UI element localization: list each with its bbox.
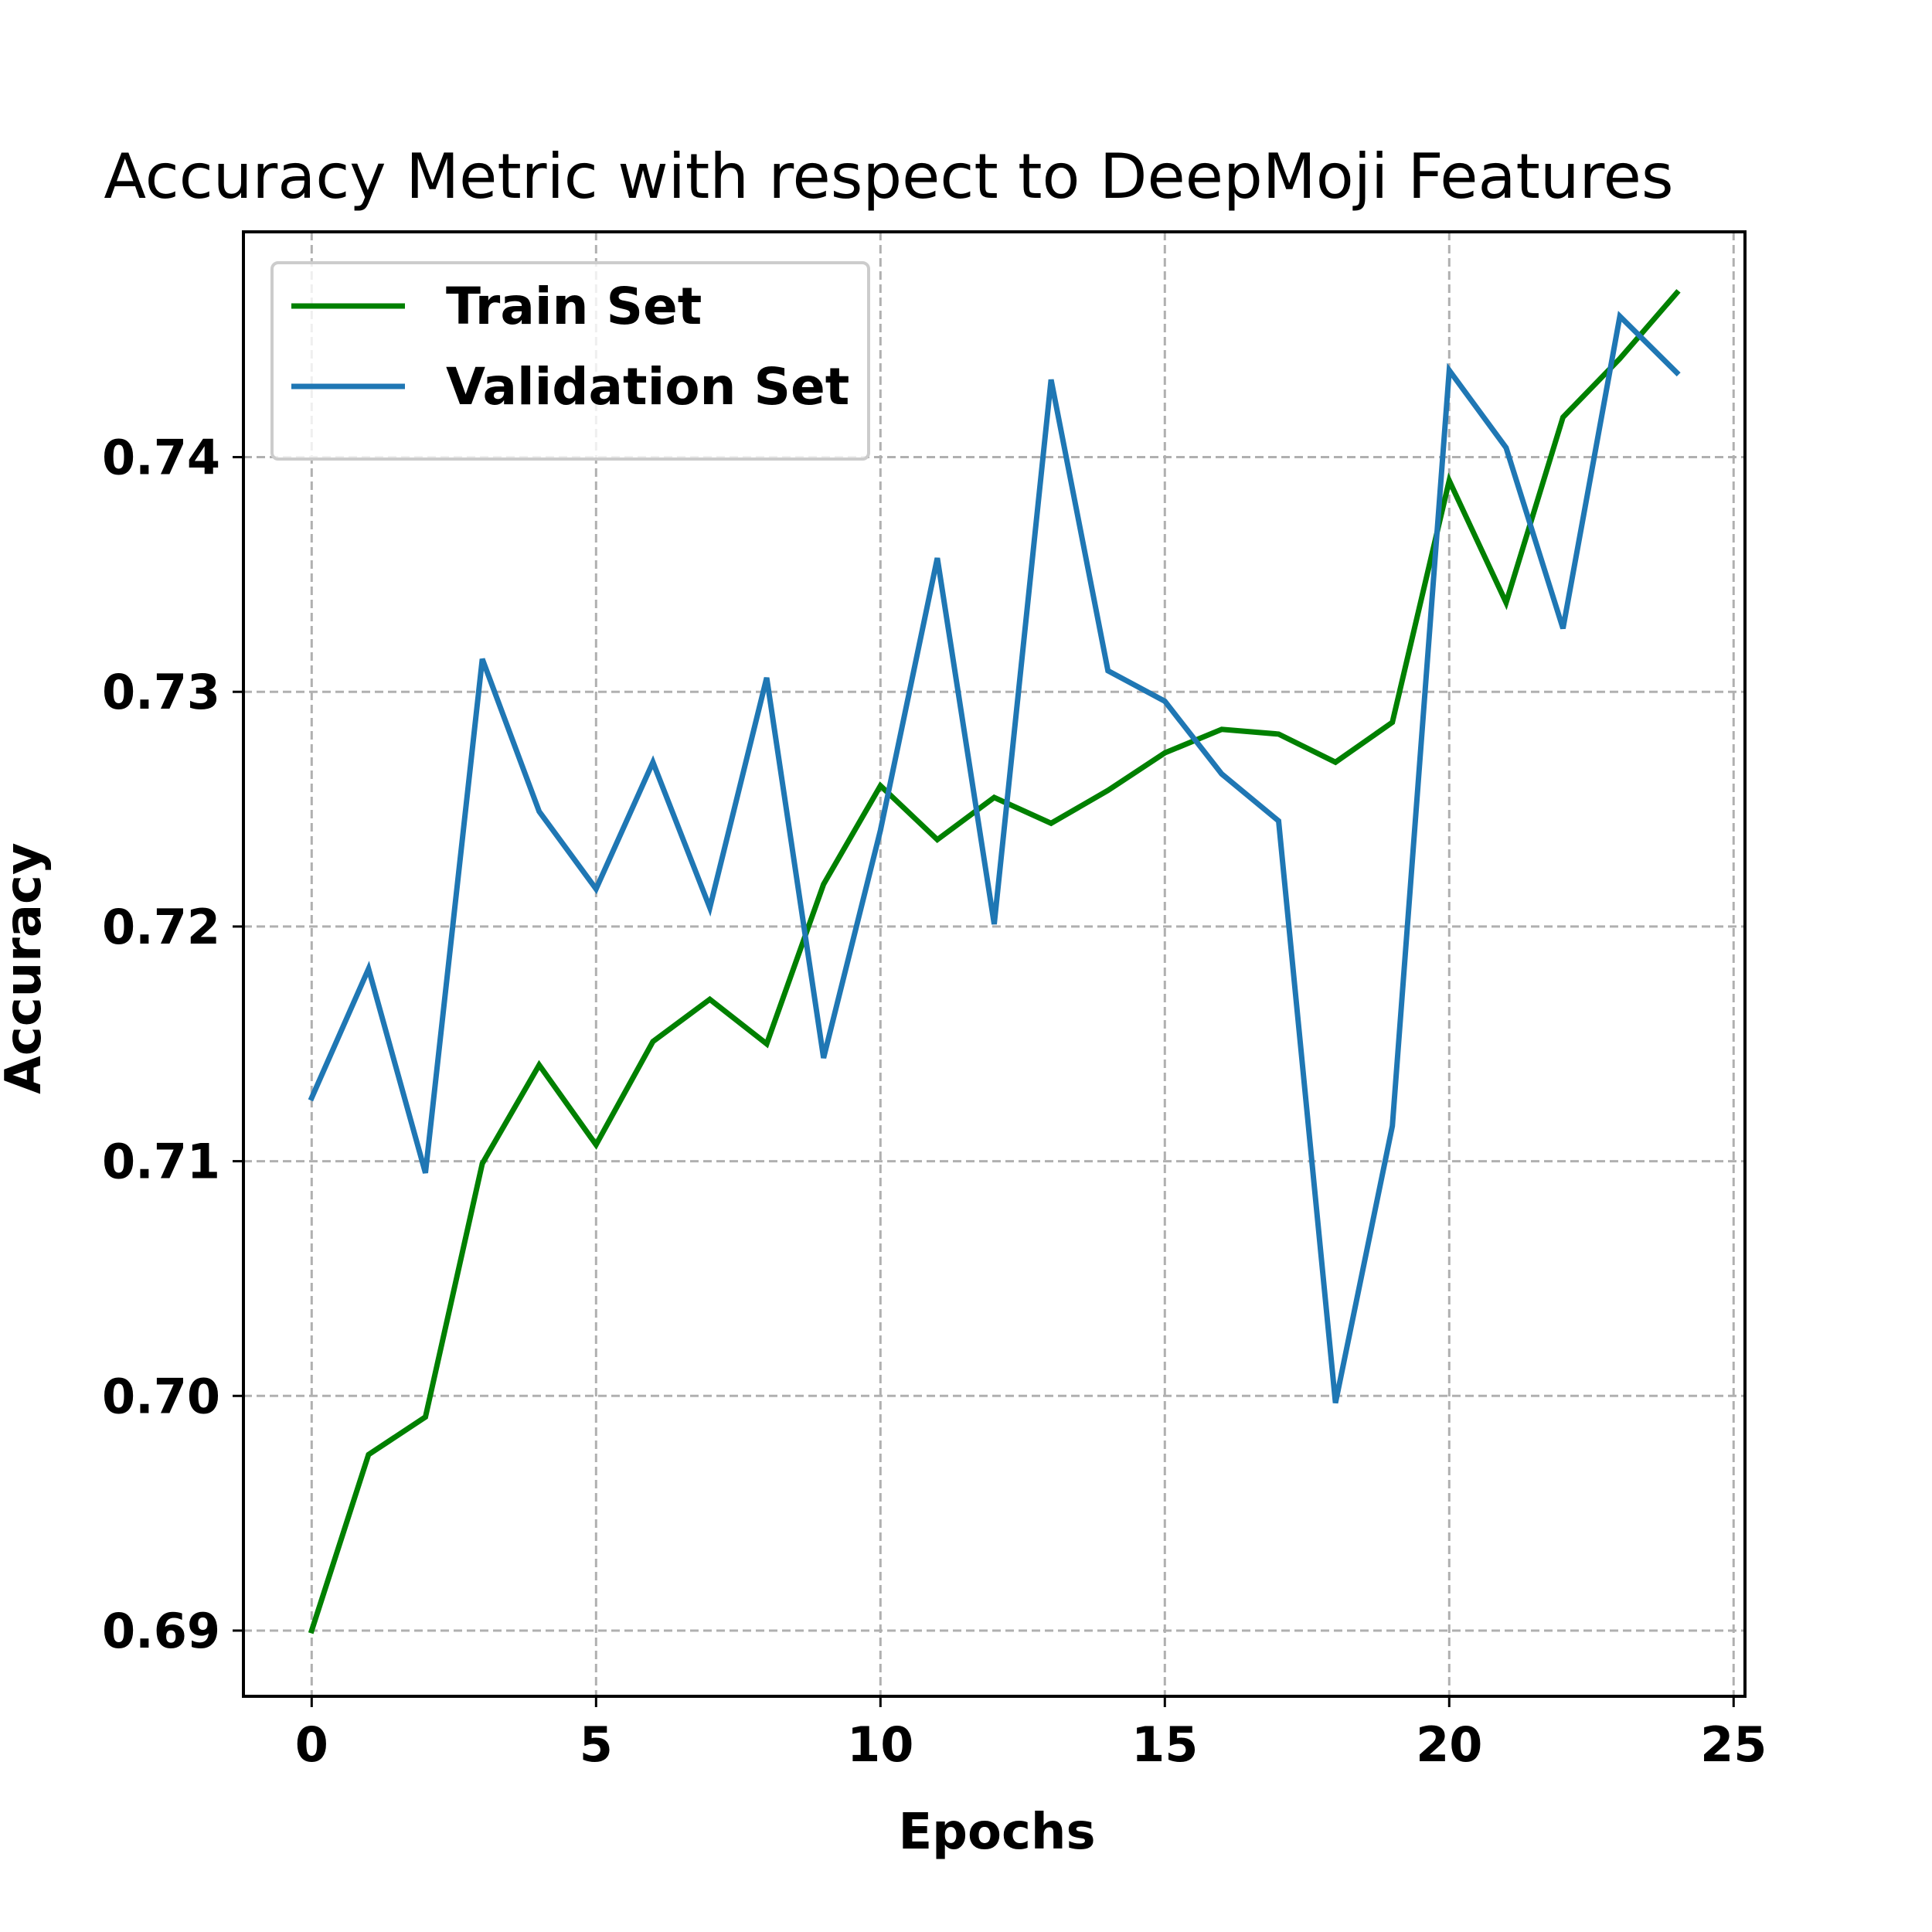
x-tick-label: 10: [847, 1716, 913, 1773]
x-tick-label: 20: [1416, 1716, 1482, 1773]
legend-box: [270, 261, 870, 461]
series-line-train-set: [308, 289, 1681, 1634]
x-axis-label: Epochs: [898, 1804, 1095, 1861]
legend: Train Set Validation Set: [270, 261, 870, 461]
x-tick-label: 25: [1700, 1716, 1767, 1773]
series-layer: [308, 289, 1681, 1634]
y-tick-label: 0.74: [102, 430, 220, 486]
x-tick-label: 0: [295, 1716, 328, 1773]
x-tick-label: 15: [1131, 1716, 1198, 1773]
legend-label-train-set: Train Set: [446, 277, 702, 336]
x-tick-label: 5: [580, 1716, 613, 1773]
chart-title: Accuracy Metric with respect to DeepMoji…: [104, 141, 1673, 213]
series-line-validation-set: [308, 311, 1681, 1404]
y-tick-label: 0.70: [102, 1368, 220, 1424]
legend-label-validation-set: Validation Set: [446, 357, 849, 417]
tick-layer: 0 5 10 15 20 25 0.69 0.70 0.71 0.72 0.73 0.74: [102, 430, 1767, 1773]
y-tick-label: 0.71: [102, 1134, 220, 1190]
plot-area-frame: [242, 230, 1747, 1698]
y-tick-label: 0.72: [102, 899, 220, 955]
y-tick-label: 0.73: [102, 664, 220, 720]
y-axis-label: Accuracy: [0, 842, 53, 1094]
y-tick-label: 0.69: [102, 1603, 220, 1659]
